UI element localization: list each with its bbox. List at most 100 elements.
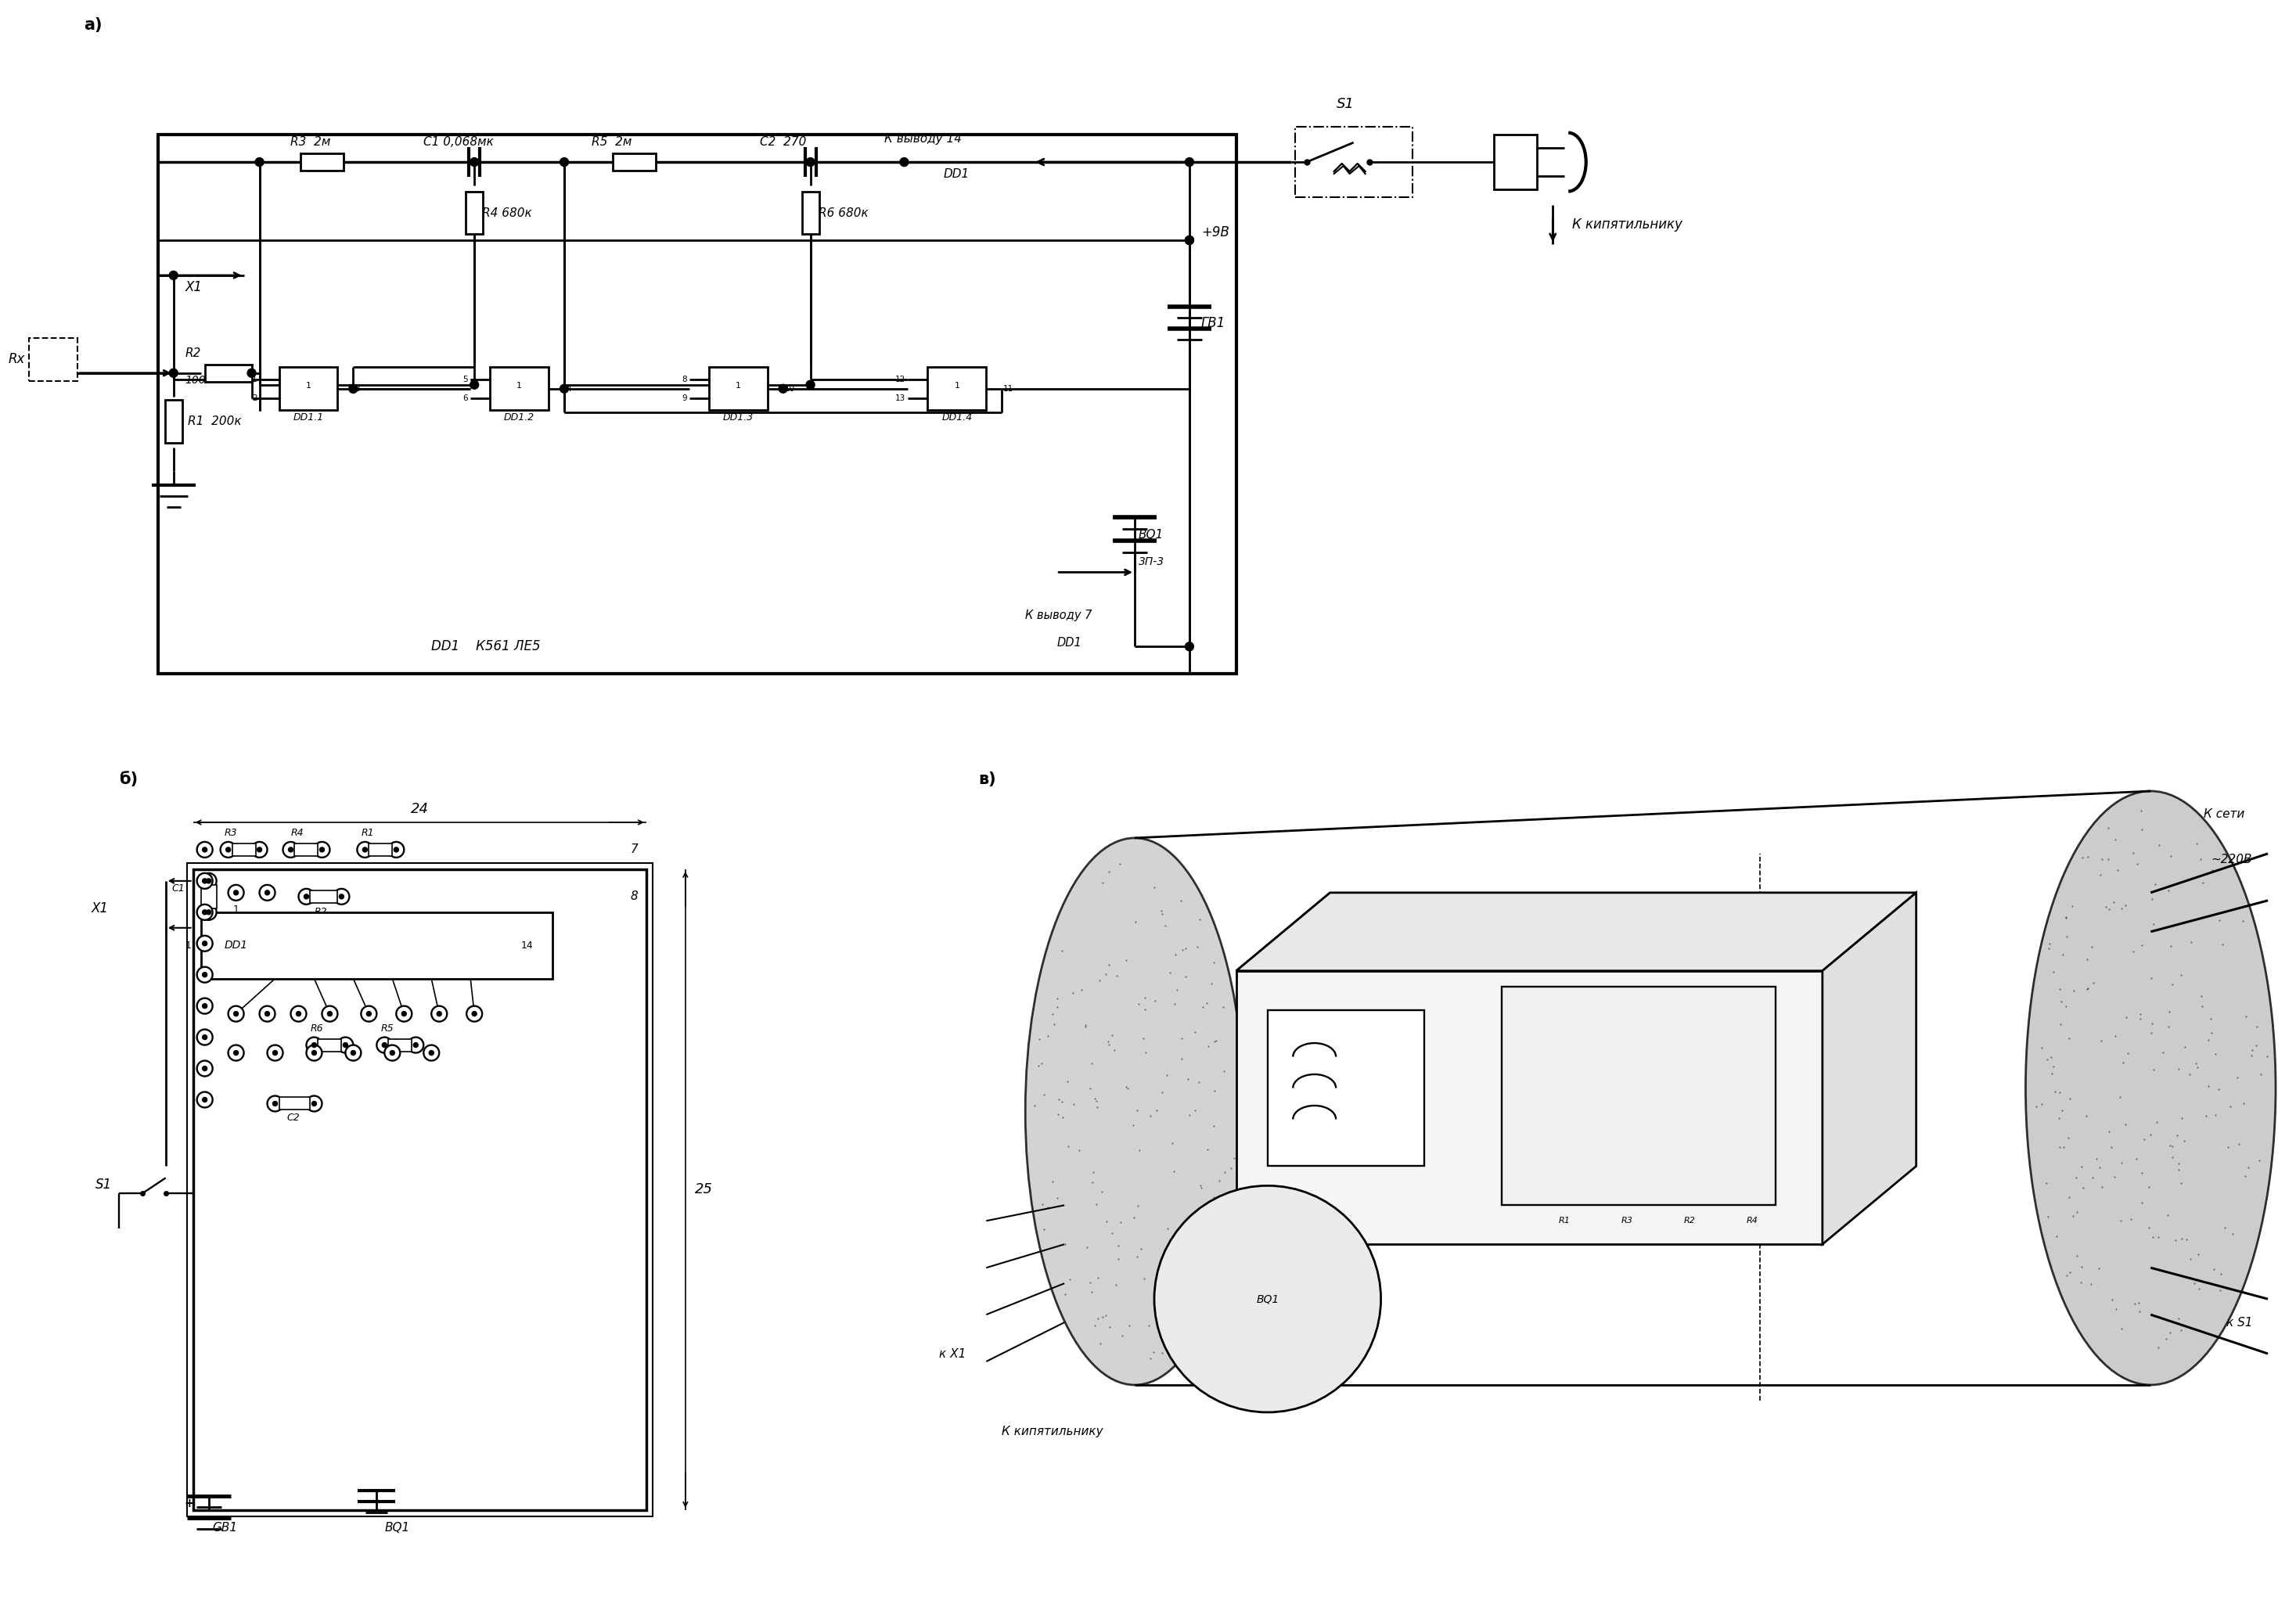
Text: к X1: к X1 [939,1348,967,1359]
Circle shape [397,1006,411,1022]
Circle shape [778,385,788,393]
Text: 1: 1 [232,904,239,915]
Text: C1: C1 [172,883,186,894]
Circle shape [377,1036,393,1052]
Text: 14: 14 [521,941,533,950]
Text: к S1: к S1 [2227,1316,2252,1329]
Text: 7: 7 [631,843,638,856]
Text: DD1    К561 ЛЕ5: DD1 К561 ЛЕ5 [432,639,540,653]
Circle shape [1185,236,1194,244]
Circle shape [259,885,276,901]
Text: X1: X1 [186,279,202,294]
Text: R4 680к: R4 680к [482,208,533,219]
Bar [200,885,216,909]
Circle shape [227,1006,243,1022]
Polygon shape [1235,893,1917,971]
Text: ВQ1: ВQ1 [1139,529,1164,541]
Bar [310,890,338,902]
Text: R2: R2 [186,347,202,359]
Circle shape [200,904,216,920]
Text: 6: 6 [464,394,468,402]
Bar [928,367,987,410]
Bar [158,134,1235,674]
Text: DD1: DD1 [1570,1161,1591,1171]
Circle shape [422,1044,439,1060]
Bar [294,843,319,856]
Circle shape [207,878,211,883]
Bar [1267,1009,1424,1166]
Text: б): б) [119,771,138,787]
Text: DD1.2: DD1.2 [503,412,535,423]
Circle shape [170,271,177,279]
Text: К выводу 7: К выводу 7 [1026,610,1093,621]
Circle shape [413,1043,418,1048]
Text: S1: S1 [1336,97,1355,112]
Bar [204,364,253,382]
Text: 3: 3 [356,385,360,393]
Circle shape [388,842,404,858]
Circle shape [429,1051,434,1056]
Circle shape [202,1035,207,1040]
Text: 12: 12 [895,375,905,383]
Circle shape [1155,1185,1380,1412]
Text: 1: 1 [735,382,742,390]
Circle shape [197,874,214,890]
Circle shape [202,941,207,945]
Circle shape [383,1044,400,1060]
Text: R3: R3 [1621,1217,1632,1225]
Circle shape [197,1060,214,1076]
Circle shape [207,910,211,915]
Circle shape [395,848,400,853]
Circle shape [197,904,214,920]
Text: К сети: К сети [2204,808,2245,821]
Circle shape [273,1102,278,1107]
Circle shape [197,842,214,858]
Circle shape [358,842,372,858]
Bar [193,869,645,1509]
Circle shape [473,1011,478,1016]
Circle shape [319,848,324,853]
Circle shape [344,1044,360,1060]
Text: R1: R1 [360,827,374,838]
Circle shape [402,1011,406,1016]
Circle shape [471,380,478,390]
Circle shape [333,890,349,904]
Text: 1: 1 [517,382,521,390]
Text: 1: 1 [253,375,257,383]
Circle shape [255,158,264,166]
Circle shape [259,1006,276,1022]
Text: 11: 11 [1003,385,1015,393]
Circle shape [248,369,255,377]
Text: в): в) [978,771,996,787]
Circle shape [432,1006,448,1022]
Circle shape [264,1011,269,1016]
Text: ГВ1: ГВ1 [1201,316,1226,331]
Text: C2: C2 [287,1113,301,1123]
Bar [30,339,78,380]
Text: R5: R5 [1722,1036,1733,1044]
Circle shape [202,1097,207,1102]
Text: R6: R6 [310,1024,324,1033]
Circle shape [806,380,815,390]
Text: DD1.4: DD1.4 [941,412,971,423]
Text: R2: R2 [1683,1217,1694,1225]
Circle shape [390,1051,395,1056]
Circle shape [202,848,207,853]
Text: С1 0,068мк: С1 0,068мк [422,136,494,149]
Circle shape [367,1011,372,1016]
Text: DD1: DD1 [944,168,969,180]
Bar [613,153,657,171]
Text: 100к: 100к [186,375,214,385]
Text: R3  2м: R3 2м [292,136,331,149]
Circle shape [227,1044,243,1060]
Text: DD1.1: DD1.1 [294,412,324,423]
Circle shape [220,842,236,858]
Circle shape [349,385,358,393]
Text: К кипятильнику: К кипятильнику [1573,217,1683,232]
Circle shape [292,1006,305,1022]
Circle shape [349,385,358,393]
Ellipse shape [1026,838,1244,1385]
Bar [165,399,181,442]
Text: R1  200к: R1 200к [188,415,241,428]
Circle shape [338,1036,354,1052]
